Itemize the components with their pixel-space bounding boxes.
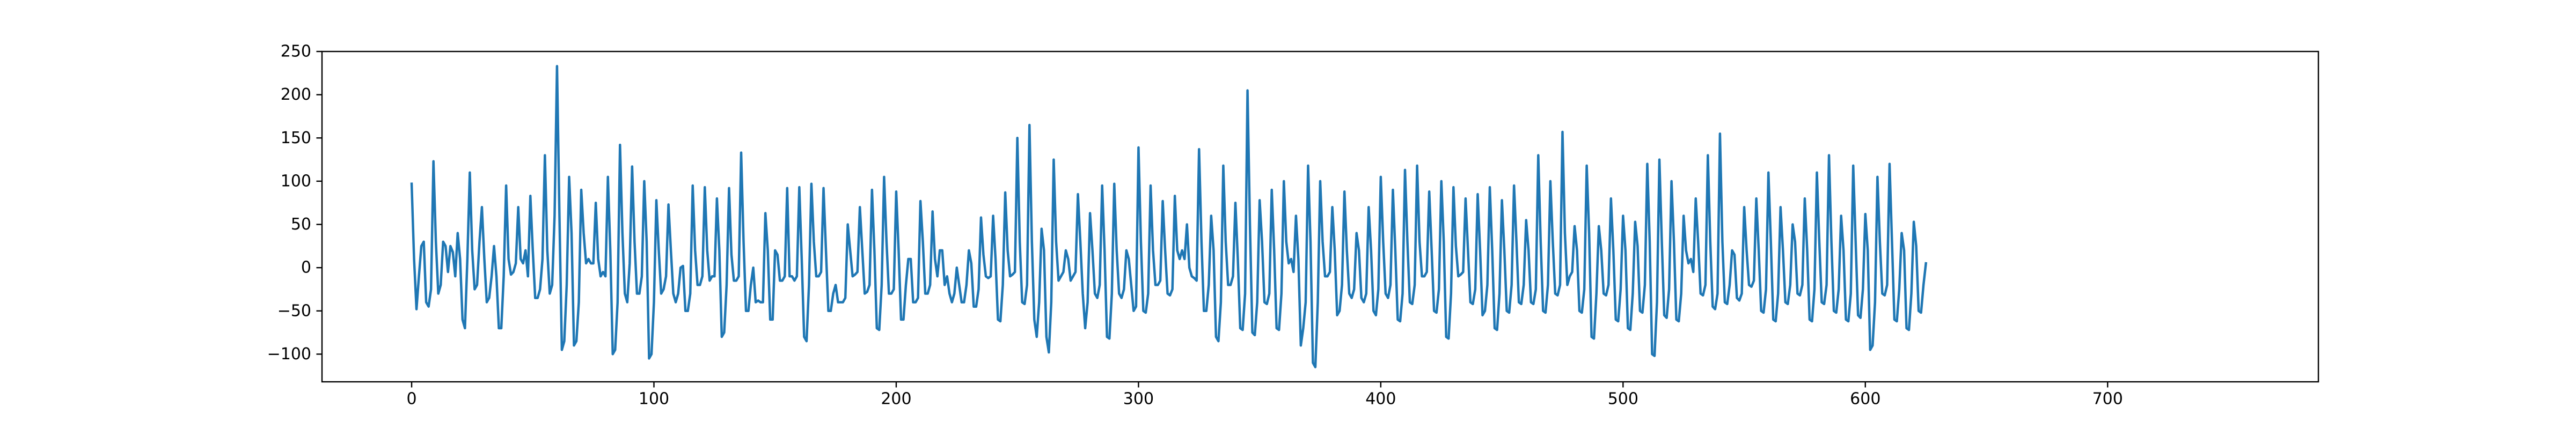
- x-tick-label: 200: [881, 390, 911, 409]
- plot-area: [410, 65, 1928, 368]
- y-tick-label: 100: [281, 172, 311, 190]
- x-tick-label: 600: [1850, 390, 1880, 409]
- x-tick-label: 400: [1365, 390, 1396, 409]
- y-tick-label: 150: [281, 129, 311, 147]
- y-axis: −100 −50 0 50 100 150 200 250: [267, 42, 322, 364]
- x-tick-label: 500: [1608, 390, 1638, 409]
- x-axis: 0 100 200 300 400 500 600 700: [406, 382, 2123, 409]
- y-tick-label: 50: [291, 215, 311, 234]
- x-tick-label: 700: [2092, 390, 2123, 409]
- x-tick-label: 300: [1123, 390, 1154, 409]
- y-tick-label: −50: [277, 301, 311, 320]
- x-tick-label: 0: [406, 390, 416, 409]
- axes-frame: [321, 50, 2319, 383]
- series-line-0: [410, 65, 1928, 368]
- y-tick-label: −100: [267, 345, 311, 364]
- x-tick-label: 100: [639, 390, 669, 409]
- y-tick-label: 200: [281, 85, 311, 104]
- y-tick-label: 250: [281, 42, 311, 61]
- y-tick-label: 0: [301, 258, 311, 277]
